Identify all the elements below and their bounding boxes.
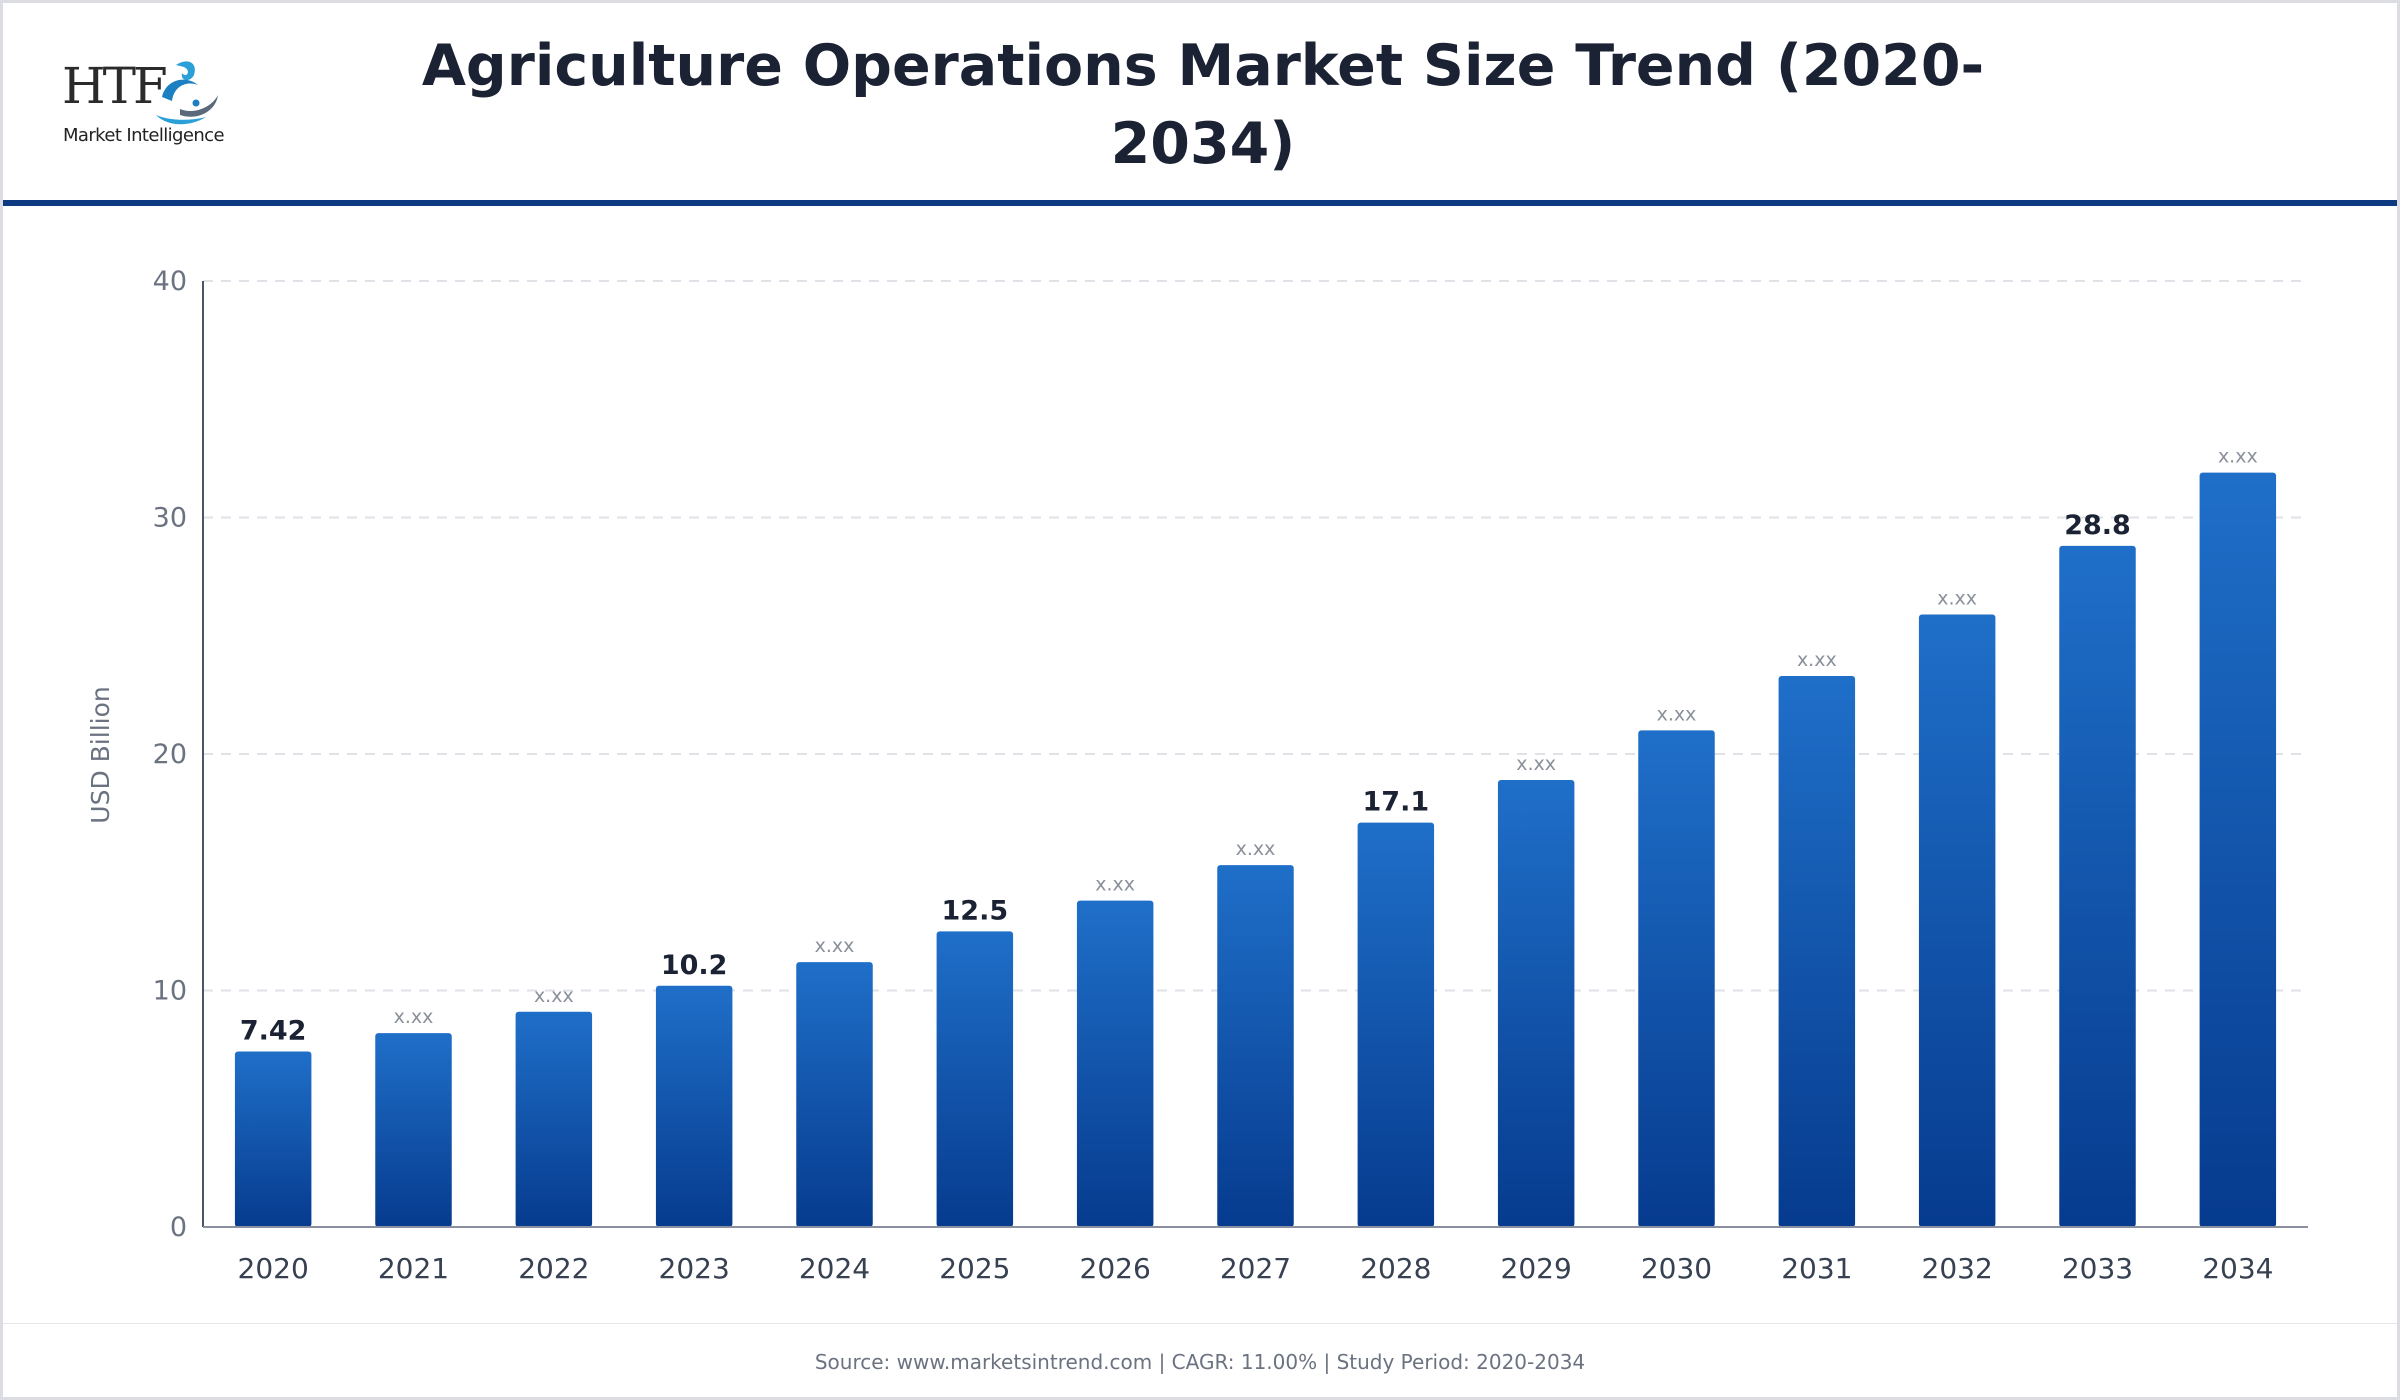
bar [796,962,873,1227]
x-tick-label: 2028 [1360,1252,1431,1285]
bar [1638,730,1715,1227]
bar [1497,780,1575,1227]
source-note: Source: www.marketsintrend.com | CAGR: 1… [814,1350,1586,1374]
logo-tagline: Market Intelligence [63,125,225,146]
y-tick-label: 40 [153,266,187,297]
y-tick-label: 20 [153,739,187,770]
data-label: 7.42 [240,1016,307,1047]
data-label: x.xx [1937,587,1977,609]
x-tick-label: 2025 [939,1252,1010,1285]
y-tick-label: 10 [153,976,187,1007]
data-label: x.xx [394,1006,434,1028]
x-tick-label: 2034 [2202,1252,2273,1285]
bar [655,985,733,1227]
x-tick-label: 2027 [1220,1252,1291,1285]
x-tick-label: 2030 [1641,1252,1712,1285]
bar [515,1011,593,1227]
footer: Source: www.marketsintrend.com | CAGR: 1… [3,1323,2397,1398]
x-tick-label: 2029 [1501,1252,1572,1285]
y-tick-label: 30 [153,503,187,534]
data-label: 17.1 [1363,787,1430,818]
chart-frame: HTF Market Intelligence Agriculture Oper… [3,3,2397,1397]
bar [2199,472,2277,1227]
company-logo: HTF Market Intelligence [58,53,233,153]
y-axis-label: USD Billion [86,686,115,823]
bar [1357,822,1435,1227]
data-label: x.xx [1516,753,1556,775]
data-label: x.xx [534,985,574,1007]
data-label: x.xx [1797,649,1837,671]
data-label: x.xx [1657,703,1697,725]
bar [2059,545,2136,1227]
x-tick-label: 2032 [1922,1252,1993,1285]
x-tick-label: 2024 [799,1252,870,1285]
x-tick-label: 2026 [1080,1252,1151,1285]
data-label: 12.5 [942,895,1009,926]
bar [1217,865,1294,1227]
bar-chart: 7.42 x.xx x.xx 10.2 x.xx 12.5 x.xx x.xx 17.1 x.xx… [86,266,2308,1285]
bar [1076,900,1154,1227]
header: HTF Market Intelligence Agriculture Oper… [3,3,2397,206]
bar [1918,614,1996,1227]
logo-brand: HTF [62,57,168,115]
chart-title: Agriculture Operations Market Size Trend… [421,33,1985,177]
x-tick-label: 2021 [378,1252,449,1285]
x-tick-label: 2031 [1781,1252,1852,1285]
data-label: x.xx [1236,838,1276,860]
data-label: 10.2 [661,950,728,981]
bar [1778,675,1856,1227]
bar [234,1051,312,1227]
x-tick-label: 2022 [518,1252,589,1285]
data-label: 28.8 [2064,510,2131,541]
bar [375,1033,452,1227]
x-tick-label: 2023 [659,1252,730,1285]
logo-swoosh-icon [156,61,218,125]
data-label: x.xx [2218,446,2258,468]
y-tick-label: 0 [170,1212,187,1243]
bar [936,931,1014,1227]
data-label: x.xx [815,935,855,957]
x-tick-label: 2033 [2062,1252,2133,1285]
x-tick-label: 2020 [238,1252,309,1285]
data-label: x.xx [1095,874,1135,896]
